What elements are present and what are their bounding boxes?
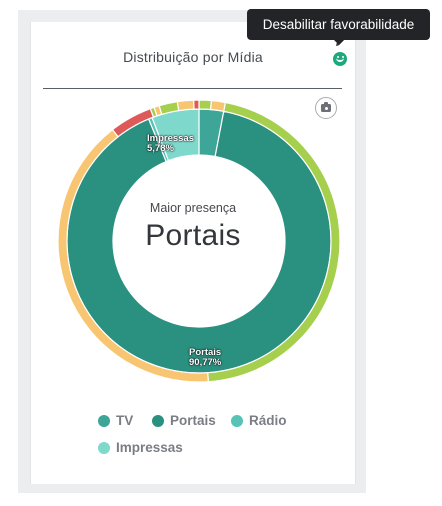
legend-dot-portais xyxy=(152,414,164,427)
card-title: Distribuição por Mídia xyxy=(123,49,263,65)
data-label-portais-name: Portais xyxy=(189,347,222,358)
data-label-impressas-name: Impressas xyxy=(147,133,195,144)
data-label-impressas: Impressas 5,78% xyxy=(147,134,194,154)
legend-dot-impressas xyxy=(98,441,110,454)
legend-dot-tv xyxy=(98,414,110,427)
title-divider xyxy=(43,88,342,89)
legend-label-impressas: Impressas xyxy=(116,440,183,455)
outer-slice-0[interactable] xyxy=(198,99,213,111)
legend-label-portais: Portais xyxy=(170,413,216,428)
tooltip: Desabilitar favorabilidade xyxy=(247,9,430,40)
data-label-portais: Portais 90,77% xyxy=(189,348,221,368)
outer-slice-9[interactable] xyxy=(193,99,200,110)
center-label: Maior presença xyxy=(149,201,237,215)
center-value: Portais xyxy=(145,219,241,252)
outer-ring xyxy=(57,99,341,383)
data-label-impressas-value: 5,78% xyxy=(147,143,174,154)
legend-item-portais[interactable]: Portais xyxy=(152,413,216,428)
legend-label-radio: Rádio xyxy=(249,413,287,428)
smile-icon[interactable] xyxy=(333,52,347,66)
camera-icon[interactable] xyxy=(315,97,337,119)
legend-item-impressas[interactable]: Impressas xyxy=(98,440,183,455)
legend-label-tv: TV xyxy=(116,413,134,428)
data-label-portais-value: 90,77% xyxy=(189,357,222,368)
donut-hole xyxy=(113,155,285,327)
outer-slice-1[interactable] xyxy=(209,99,227,113)
legend-item-radio[interactable]: Rádio xyxy=(231,413,287,428)
legend-item-tv[interactable]: TV xyxy=(98,413,133,428)
legend-dot-radio xyxy=(231,414,243,427)
outer-slice-8[interactable] xyxy=(176,99,195,112)
tooltip-arrow xyxy=(334,40,344,45)
